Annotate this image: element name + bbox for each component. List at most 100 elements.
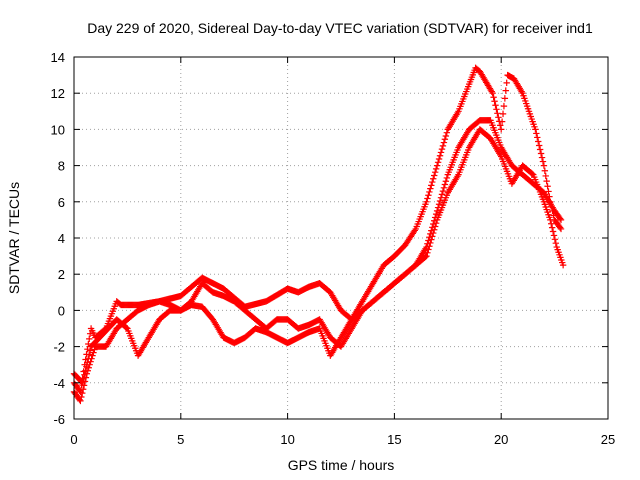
data-point bbox=[424, 249, 431, 257]
data-point bbox=[427, 185, 434, 192]
data-point bbox=[425, 246, 432, 253]
data-point bbox=[539, 158, 547, 165]
data-point bbox=[430, 229, 437, 237]
data-point bbox=[82, 367, 89, 374]
data-point bbox=[438, 145, 446, 153]
data-point bbox=[435, 155, 443, 163]
data-point bbox=[543, 177, 550, 185]
data-point bbox=[440, 184, 448, 192]
data-point bbox=[439, 142, 447, 150]
x-tick-label: 25 bbox=[601, 432, 615, 447]
data-point bbox=[437, 149, 445, 156]
data-point bbox=[536, 146, 544, 153]
data-point bbox=[548, 220, 555, 227]
data-point bbox=[547, 216, 554, 224]
data-point bbox=[499, 110, 507, 118]
data-point bbox=[84, 359, 91, 366]
data-point bbox=[123, 324, 130, 331]
data-point bbox=[541, 167, 549, 174]
data-point bbox=[426, 188, 433, 196]
data-point bbox=[435, 201, 443, 208]
data-point bbox=[77, 397, 84, 405]
data-point bbox=[441, 136, 449, 143]
x-axis-label: GPS time / hours bbox=[288, 457, 395, 473]
data-point bbox=[492, 102, 499, 109]
data-point bbox=[79, 386, 87, 393]
data-point bbox=[78, 393, 85, 401]
data-marks bbox=[70, 64, 567, 405]
y-tick-label: 10 bbox=[51, 122, 65, 137]
data-point bbox=[85, 351, 93, 358]
y-tick-label: 0 bbox=[58, 303, 65, 318]
data-point bbox=[429, 233, 436, 240]
data-point bbox=[426, 243, 433, 250]
data-point bbox=[90, 349, 97, 356]
data-point bbox=[422, 253, 429, 261]
data-point bbox=[535, 138, 542, 145]
data-point bbox=[503, 79, 510, 87]
data-point bbox=[424, 195, 431, 202]
y-tick-label: 4 bbox=[58, 231, 65, 246]
data-point bbox=[502, 87, 509, 94]
data-point bbox=[532, 126, 539, 133]
data-point bbox=[498, 126, 505, 133]
x-tick-label: 20 bbox=[494, 432, 508, 447]
data-point bbox=[501, 95, 509, 102]
data-point bbox=[556, 215, 564, 222]
data-point bbox=[423, 198, 430, 205]
data-point bbox=[442, 178, 450, 185]
data-point bbox=[495, 114, 502, 121]
y-tick-label: -2 bbox=[53, 340, 65, 355]
data-point bbox=[432, 165, 440, 173]
data-point bbox=[552, 239, 560, 247]
data-point bbox=[442, 132, 450, 140]
data-point bbox=[430, 175, 437, 182]
data-point bbox=[429, 178, 436, 186]
series-track-C bbox=[70, 126, 567, 386]
data-point bbox=[551, 236, 559, 243]
y-tick-label: 6 bbox=[58, 195, 65, 210]
data-point bbox=[428, 236, 435, 243]
y-axis-label: SDTVAR / TECUs bbox=[6, 182, 22, 294]
data-point bbox=[436, 197, 444, 205]
data-point bbox=[441, 181, 449, 188]
data-point bbox=[428, 182, 435, 189]
data-point bbox=[85, 355, 92, 362]
data-point bbox=[548, 224, 556, 231]
data-point bbox=[493, 106, 500, 113]
data-point bbox=[431, 223, 439, 230]
y-tick-label: -6 bbox=[53, 412, 65, 427]
data-point bbox=[431, 168, 439, 176]
data-point bbox=[556, 224, 564, 231]
data-point bbox=[438, 191, 446, 198]
y-tick-label: 8 bbox=[58, 159, 65, 174]
data-point bbox=[79, 389, 86, 397]
data-point bbox=[498, 118, 506, 125]
data-point bbox=[490, 94, 497, 101]
data-point bbox=[431, 226, 438, 233]
data-point bbox=[423, 252, 430, 260]
data-point bbox=[425, 192, 432, 199]
data-point bbox=[489, 90, 496, 97]
data-point bbox=[537, 150, 545, 157]
data-point bbox=[434, 159, 442, 166]
chart-title: Day 229 of 2020, Sidereal Day-to-day VTE… bbox=[87, 20, 593, 36]
data-point bbox=[86, 335, 93, 343]
data-point bbox=[549, 228, 557, 235]
data-point bbox=[439, 187, 447, 195]
data-point bbox=[491, 98, 498, 105]
y-tick-label: 2 bbox=[58, 267, 65, 282]
data-point bbox=[534, 134, 541, 141]
data-point bbox=[529, 170, 536, 178]
data-point bbox=[83, 363, 90, 370]
y-tick-label: -4 bbox=[53, 376, 65, 391]
data-point bbox=[544, 183, 551, 190]
data-point bbox=[550, 232, 558, 239]
y-tick-label: 12 bbox=[51, 86, 65, 101]
data-point bbox=[89, 352, 96, 359]
data-point bbox=[432, 210, 440, 218]
data-point bbox=[538, 154, 546, 161]
data-point bbox=[440, 139, 448, 146]
data-point bbox=[542, 172, 549, 180]
